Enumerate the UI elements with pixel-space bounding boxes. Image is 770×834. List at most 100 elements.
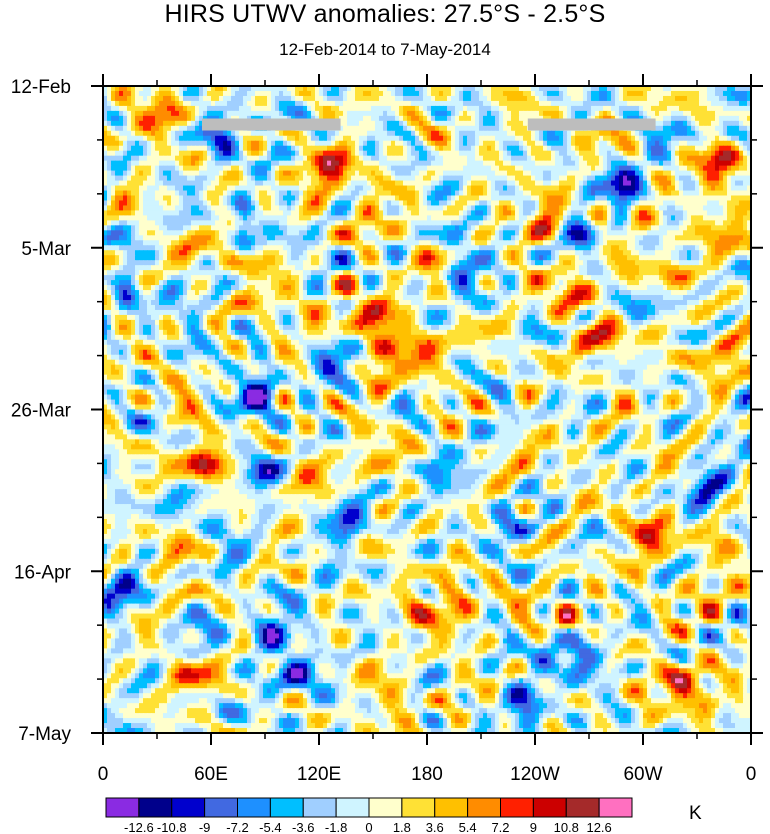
anomaly-cell [243,165,248,172]
anomaly-cell [111,185,116,192]
anomaly-cell [479,95,484,102]
anomaly-cell [627,90,632,97]
anomaly-cell [599,105,604,112]
anomaly-cell [587,140,592,147]
anomaly-cell [151,135,156,142]
anomaly-cell [263,185,268,192]
anomaly-cell [475,110,480,117]
anomaly-cell [551,130,556,137]
anomaly-cell [651,90,656,97]
anomaly-cell [299,180,304,187]
anomaly-cell [599,190,604,197]
anomaly-cell [111,175,116,182]
anomaly-cell [459,150,464,157]
anomaly-cell [651,95,656,102]
anomaly-cell [339,190,344,197]
anomaly-cell [443,180,448,187]
anomaly-cell [651,135,656,142]
anomaly-cell [175,100,180,107]
anomaly-cell [459,105,464,112]
anomaly-cell [179,205,184,212]
anomaly-cell [475,155,480,162]
anomaly-cell [299,105,304,112]
anomaly-cell [543,170,548,177]
anomaly-cell [503,155,508,162]
anomaly-cell [139,210,144,216]
anomaly-cell [675,125,680,132]
anomaly-cell [611,220,616,226]
anomaly-cell [163,180,168,187]
anomaly-cell [563,230,568,236]
anomaly-cell [363,115,368,122]
anomaly-cell [415,210,420,216]
anomaly-cell [295,215,300,221]
anomaly-cell [147,140,152,147]
anomaly-cell [119,120,124,127]
anomaly-cell [663,95,668,102]
anomaly-cell [243,185,248,192]
anomaly-cell [187,225,192,231]
anomaly-cell [127,180,132,187]
anomaly-cell [595,95,600,102]
anomaly-cell [563,165,568,172]
anomaly-cell [283,220,288,226]
anomaly-cell [535,185,540,192]
anomaly-cell [527,235,532,241]
anomaly-cell [647,100,652,107]
anomaly-cell [375,95,380,102]
anomaly-cell [559,175,564,182]
anomaly-cell [135,130,140,137]
anomaly-cell [603,155,608,162]
anomaly-cell [263,95,268,102]
anomaly-cell [503,170,508,177]
anomaly-cell [239,95,244,102]
anomaly-cell [715,155,720,162]
anomaly-cell [603,235,608,241]
anomaly-cell [499,95,504,102]
anomaly-cell [167,165,172,172]
anomaly-cell [111,115,116,122]
anomaly-cell [567,95,572,102]
anomaly-cell [187,130,192,137]
anomaly-cell [663,130,668,137]
anomaly-cell [459,190,464,197]
anomaly-cell [455,86,460,92]
anomaly-cell [291,100,296,107]
anomaly-cell [407,105,412,112]
anomaly-cell [615,220,620,226]
anomaly-cell [295,225,300,231]
anomaly-cell [199,215,204,221]
anomaly-cell [239,150,244,157]
anomaly-cell [447,210,452,216]
anomaly-cell [439,195,444,202]
anomaly-cell [647,160,652,167]
anomaly-cell [415,105,420,112]
anomaly-cell [367,110,372,117]
anomaly-cell [667,180,672,187]
anomaly-cell [579,175,584,182]
anomaly-cell [711,215,716,221]
anomaly-cell [339,215,344,221]
anomaly-cell [671,115,676,122]
anomaly-cell [635,210,640,216]
anomaly-cell [607,235,612,241]
anomaly-cell [475,125,480,132]
anomaly-cell [387,150,392,157]
anomaly-cell [159,200,164,207]
anomaly-cell [547,190,552,197]
anomaly-cell [575,95,580,102]
anomaly-cell [563,155,568,162]
anomaly-cell [423,185,428,192]
anomaly-cell [187,135,192,142]
anomaly-cell [123,90,128,97]
anomaly-cell [263,155,268,162]
anomaly-cell [295,100,300,107]
anomaly-cell [427,110,432,117]
anomaly-cell [707,115,712,122]
anomaly-cell [283,155,288,162]
anomaly-cell [443,105,448,112]
anomaly-cell [491,170,496,177]
anomaly-cell [159,100,164,107]
anomaly-cell [639,190,644,197]
anomaly-cell [327,160,332,167]
